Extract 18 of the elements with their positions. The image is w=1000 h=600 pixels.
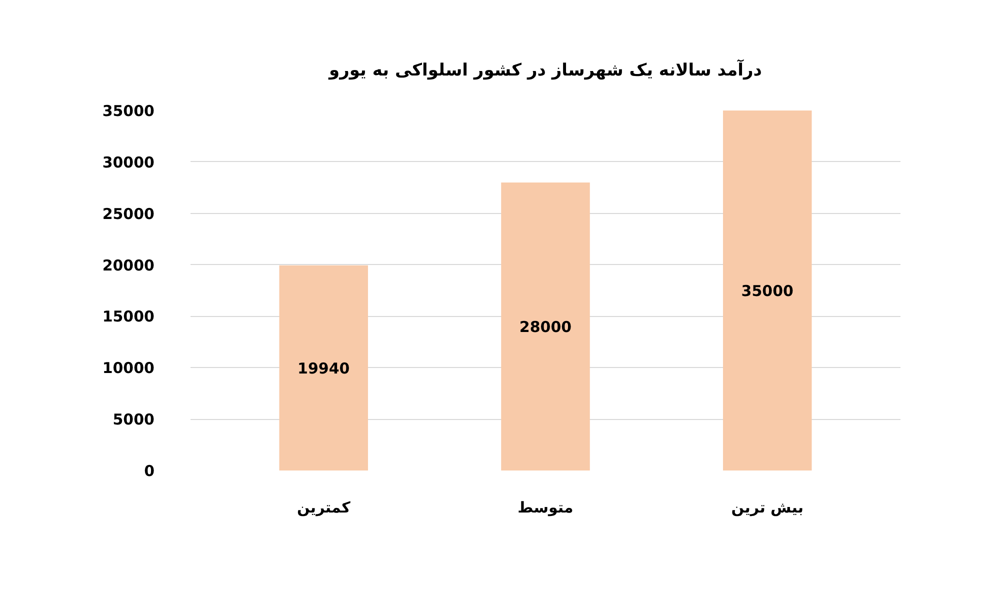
data-label: 28000 [519,318,572,336]
y-tick-label: 0 [144,462,154,480]
y-tick-label: 20000 [102,256,154,274]
y-tick-label: 10000 [102,359,154,378]
bar [279,265,368,470]
bar [723,110,812,470]
x-tick-label: متوسط [518,498,574,516]
y-tick-label: 35000 [102,102,154,120]
y-tick-label: 25000 [102,204,154,223]
y-tick-label: 15000 [102,308,154,326]
chart-title: درآمد سالانه یک شهرساز در کشور اسلواکی به یورو [328,58,762,80]
y-tick-label: 5000 [112,410,154,429]
x-tick-label: کمترین [296,498,351,516]
bar [501,182,590,470]
data-label: 35000 [741,282,794,300]
data-label: 19940 [298,359,350,378]
y-tick-label: 30000 [102,153,154,172]
x-tick-label: بیش ترین [731,498,804,516]
